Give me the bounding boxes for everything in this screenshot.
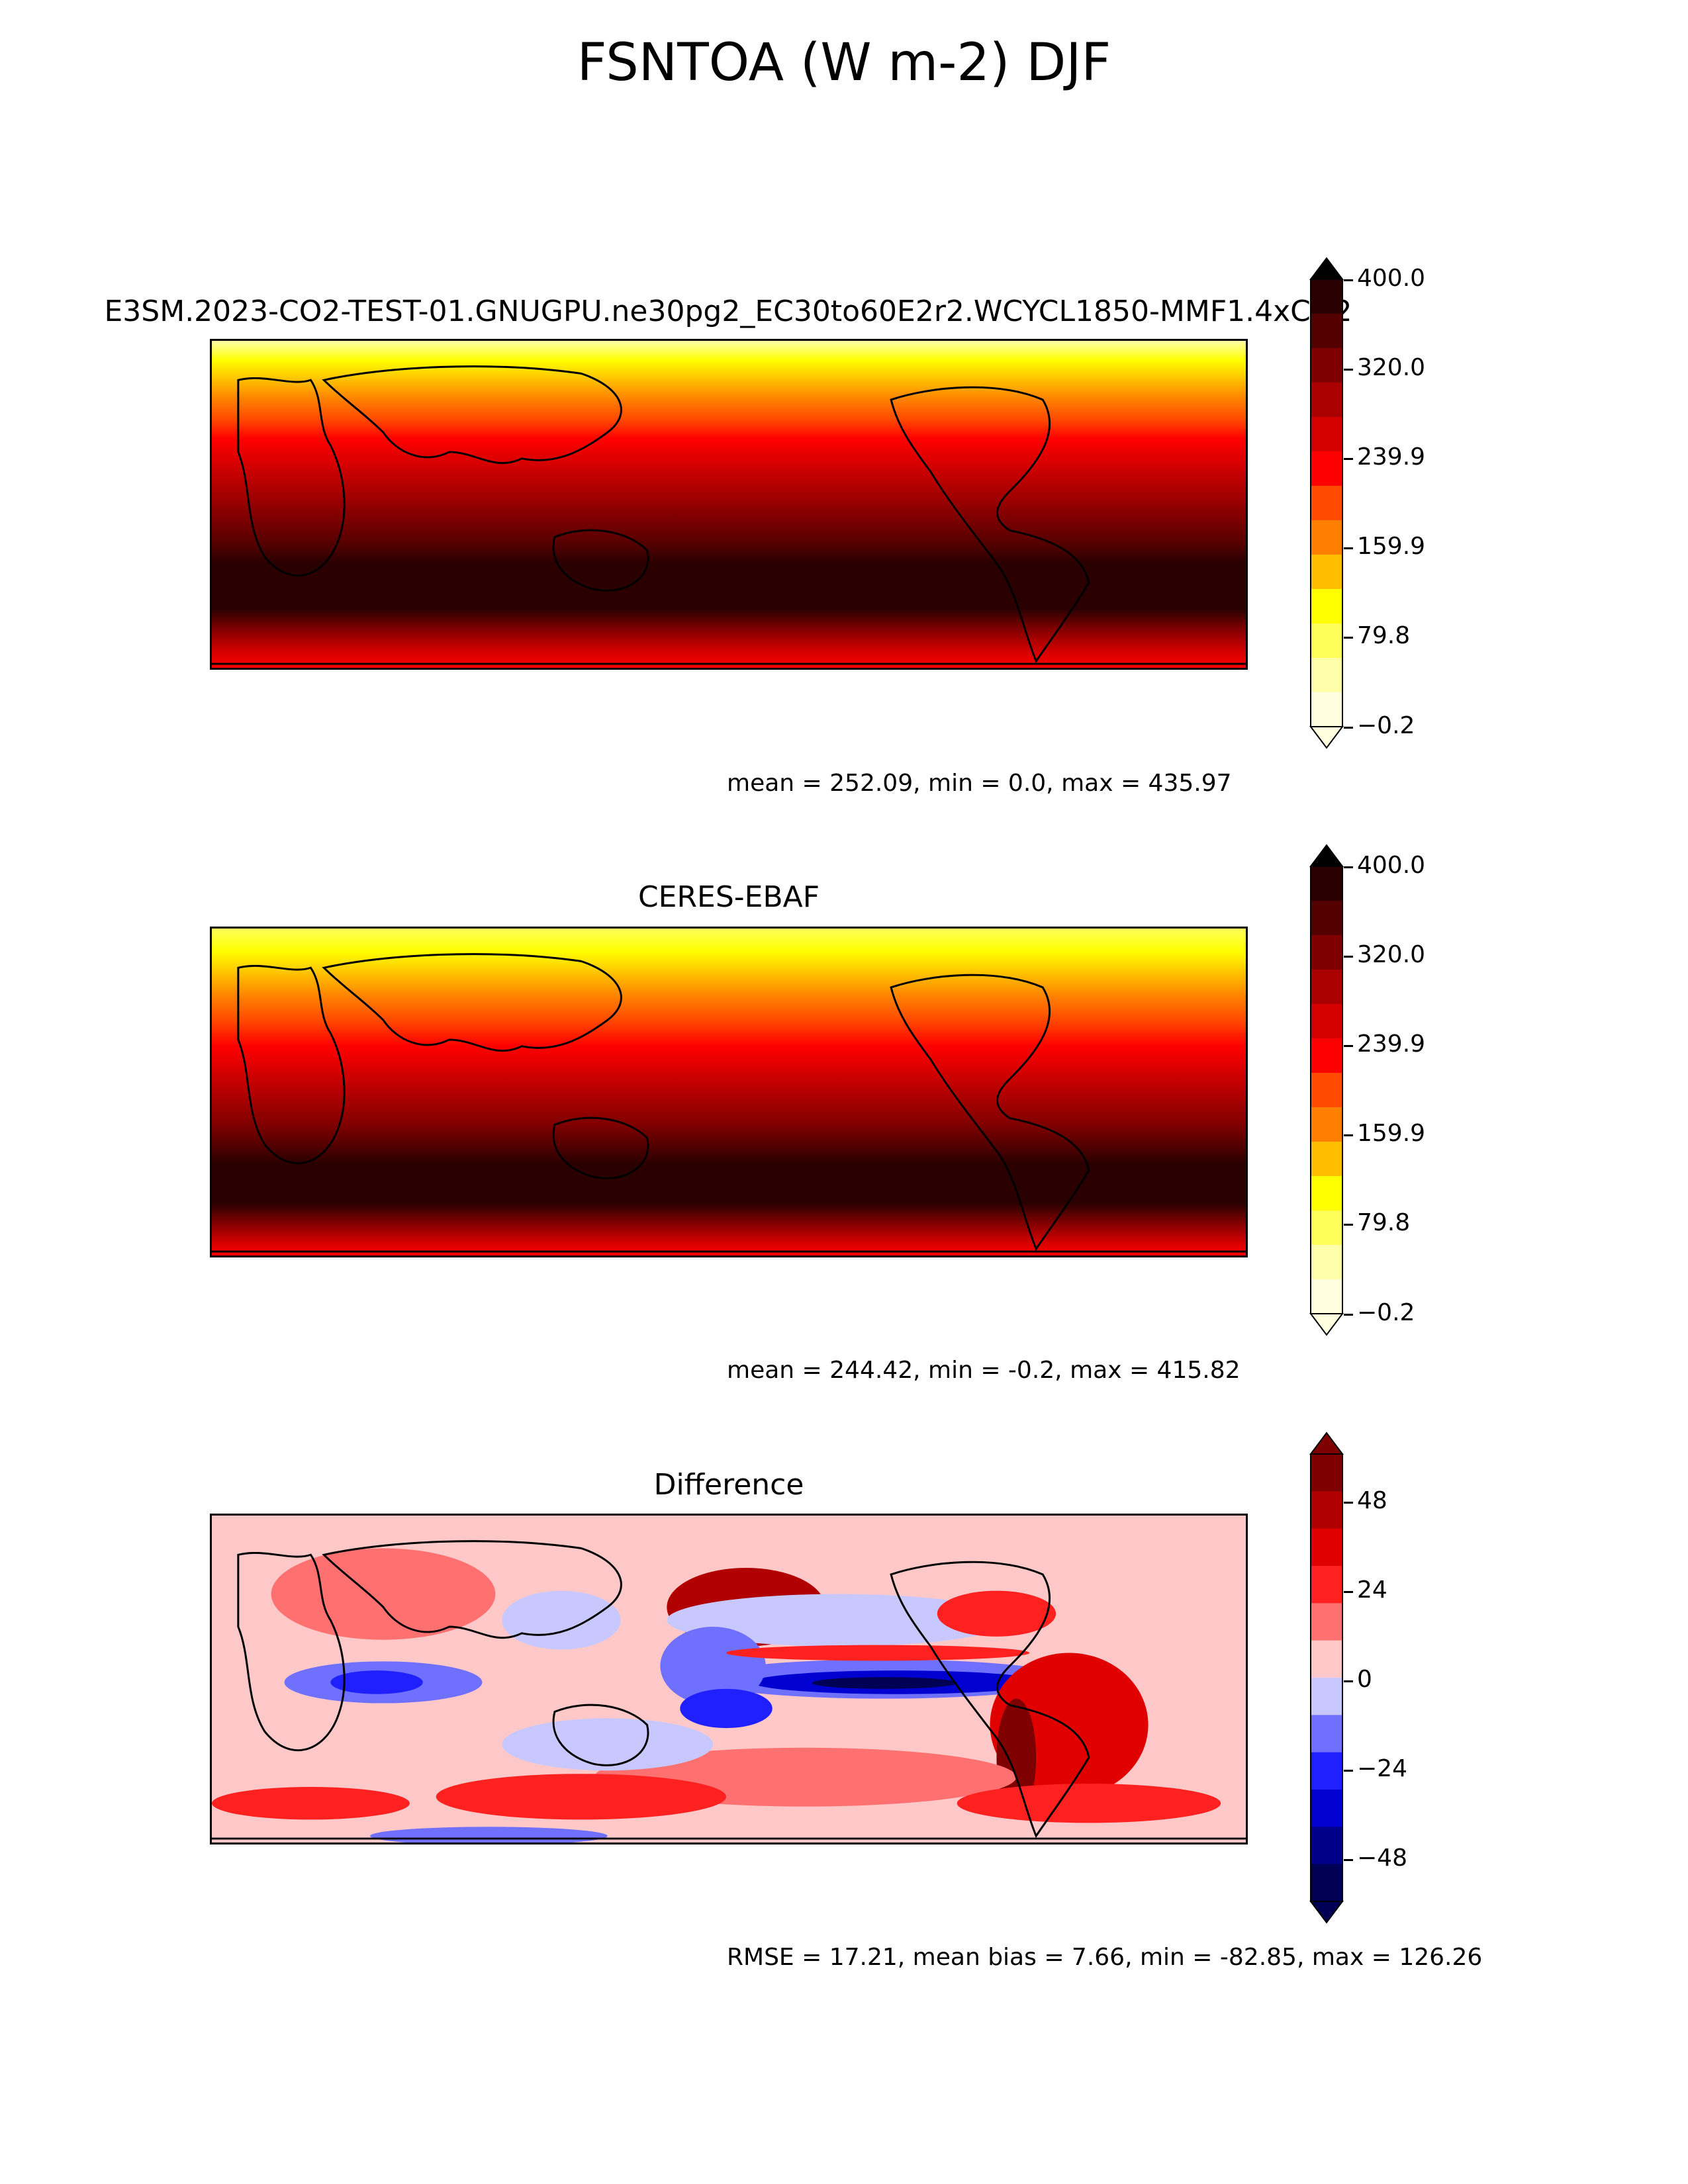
colorbar-band [1311,589,1342,624]
colorbar-band [1311,279,1342,314]
colorbar-band [1311,935,1342,970]
panel-1-stats: mean = 252.09, min = 0.0, max = 435.97 [727,770,1232,797]
panel-2-colorbar [1309,844,1344,1336]
colorbar-1-tick-label: 239.9 [1357,443,1426,471]
panel-3-map [210,1514,1248,1844]
colorbar-3-tick-label: 48 [1357,1487,1387,1514]
observation-field-contours [212,929,1246,1255]
colorbar-band [1311,1790,1342,1827]
colorbar-band [1311,314,1342,349]
colorbar-gradient [1309,1432,1344,1924]
colorbar-band [1311,1073,1342,1108]
colorbar-gradient [1309,844,1344,1336]
colorbar-band [1311,1752,1342,1790]
colorbar-band [1311,1640,1342,1678]
colorbar-band [1311,1176,1342,1211]
colorbar-2-tick-label: 239.9 [1357,1030,1426,1058]
colorbar-2-tick-label: 320.0 [1357,941,1426,968]
colorbar-band [1311,417,1342,452]
difference-field-contours [212,1516,1246,1843]
colorbar-band [1311,1827,1342,1865]
colorbar-band [1311,1004,1342,1039]
colorbar-band [1311,970,1342,1005]
colorbar-band [1311,1678,1342,1715]
colorbar-band [1311,1491,1342,1529]
panel-2-stats: mean = 244.42, min = -0.2, max = 415.82 [727,1357,1241,1384]
model-field-contours [212,341,1246,668]
difference-anomaly-regions [212,1548,1221,1843]
panel-2-map [210,927,1248,1257]
panel-3-stats: RMSE = 17.21, mean bias = 7.66, min = -8… [727,1944,1483,1971]
colorbar-band [1311,348,1342,383]
colorbar-band [1311,1038,1342,1073]
colorbar-band [1311,1566,1342,1604]
panel-1-colorbar [1309,257,1344,749]
colorbar-band [1311,520,1342,555]
colorbar-band [1311,1715,1342,1753]
colorbar-1-tick-label: 320.0 [1357,354,1426,381]
coastline-outlines [212,365,1246,665]
colorbar-band [1311,1864,1342,1902]
colorbar-1-tick-label: 159.9 [1357,533,1426,560]
colorbar-band [1311,1210,1342,1246]
colorbar-band [1311,451,1342,486]
colorbar-1-tick-label: −0.2 [1357,712,1415,739]
colorbar-band [1311,1279,1342,1314]
colorbar-band [1311,1603,1342,1641]
colorbar-3-tick-label: 24 [1357,1576,1387,1604]
colorbar-band [1311,1245,1342,1280]
panel-1-title: E3SM.2023-CO2-TEST-01.GNUGPU.ne30pg2_EC3… [104,295,1352,328]
colorbar-band [1311,623,1342,659]
colorbar-3-tick-label: −48 [1357,1844,1407,1872]
coastline-outlines [212,953,1246,1253]
coastline-outlines [212,1540,1246,1840]
colorbar-2-tick-label: 79.8 [1357,1209,1411,1236]
colorbar-band [1311,486,1342,521]
colorbar-2-tick-label: 159.9 [1357,1120,1426,1147]
colorbar-band [1311,383,1342,418]
colorbar-1-tick-label: 400.0 [1357,265,1426,292]
colorbar-band [1311,1454,1342,1492]
figure-title: FSNTOA (W m-2) DJF [577,33,1111,93]
colorbar-band [1311,866,1342,901]
colorbar-2-tick-label: 400.0 [1357,852,1426,879]
colorbar-band [1311,555,1342,590]
colorbar-1-tick-label: 79.8 [1357,622,1411,649]
panel-1-map [210,339,1248,670]
colorbar-band [1311,692,1342,727]
colorbar-2-tick-label: −0.2 [1357,1299,1415,1326]
colorbar-band [1311,901,1342,936]
panel-3-title: Difference [653,1468,804,1502]
colorbar-band [1311,1528,1342,1567]
panel-3-colorbar [1309,1432,1344,1924]
colorbar-band [1311,1142,1342,1177]
colorbar-3-tick-label: 0 [1357,1666,1372,1693]
colorbar-gradient [1309,257,1344,749]
panel-2-title: CERES-EBAF [637,880,820,914]
colorbar-3-tick-label: −24 [1357,1755,1407,1782]
colorbar-band [1311,658,1342,693]
colorbar-band [1311,1107,1342,1142]
